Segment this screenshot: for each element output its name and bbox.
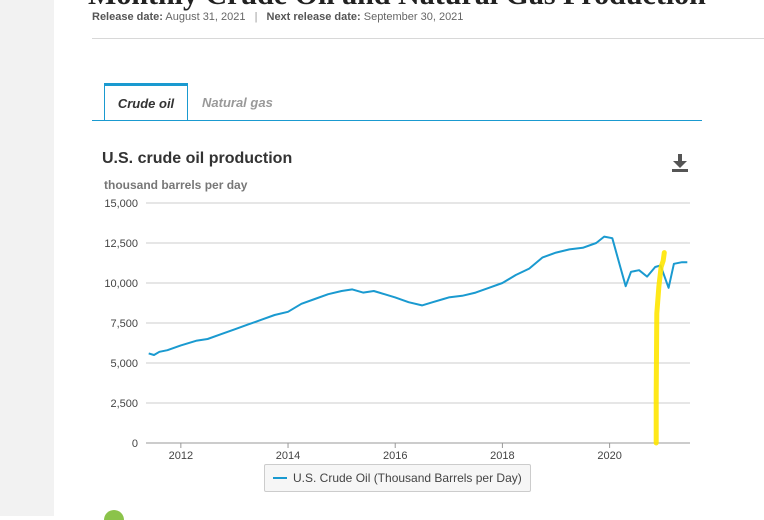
y-tick-label: 10,000 [104,278,138,290]
x-tick-label: 2014 [276,450,300,462]
y-tick-label: 2,500 [110,398,138,410]
next-release-date-label: Next release date: [266,11,361,23]
next-release-date: September 30, 2021 [363,11,464,23]
header-divider [92,38,764,39]
tab-natural-gas[interactable]: Natural gas [202,95,273,110]
highlight-annotation [653,250,667,446]
release-info: Release date: August 31, 2021 | Next rel… [92,11,463,23]
legend-label: U.S. Crude Oil (Thousand Barrels per Day… [293,471,522,485]
chart-title: U.S. crude oil production [102,150,293,167]
series-line [148,235,688,356]
y-tick-label: 7,500 [110,318,138,330]
tab-crude-oil[interactable]: Crude oil [104,83,188,120]
y-tick-label: 0 [132,438,138,450]
logo-icon [104,510,124,520]
legend-item[interactable]: U.S. Crude Oil (Thousand Barrels per Day… [264,464,531,492]
x-tick-label: 2020 [597,450,621,462]
release-separator: | [254,11,258,23]
tab-bar: Crude oil Natural gas [92,83,702,121]
page-title: Monthly Crude Oil and Natural Gas Produc… [88,0,706,12]
download-icon[interactable] [669,152,691,174]
y-tick-label: 12,500 [104,238,138,250]
left-gutter [0,0,54,516]
y-tick-label: 5,000 [110,358,138,370]
release-date-label: Release date: [92,11,163,23]
x-tick-label: 2016 [383,450,407,462]
x-tick-label: 2018 [490,450,514,462]
y-axis-label: thousand barrels per day [104,178,248,192]
x-tick-label: 2012 [169,450,193,462]
release-date: August 31, 2021 [165,11,246,23]
legend-swatch [273,477,287,479]
y-tick-label: 15,000 [104,198,138,210]
